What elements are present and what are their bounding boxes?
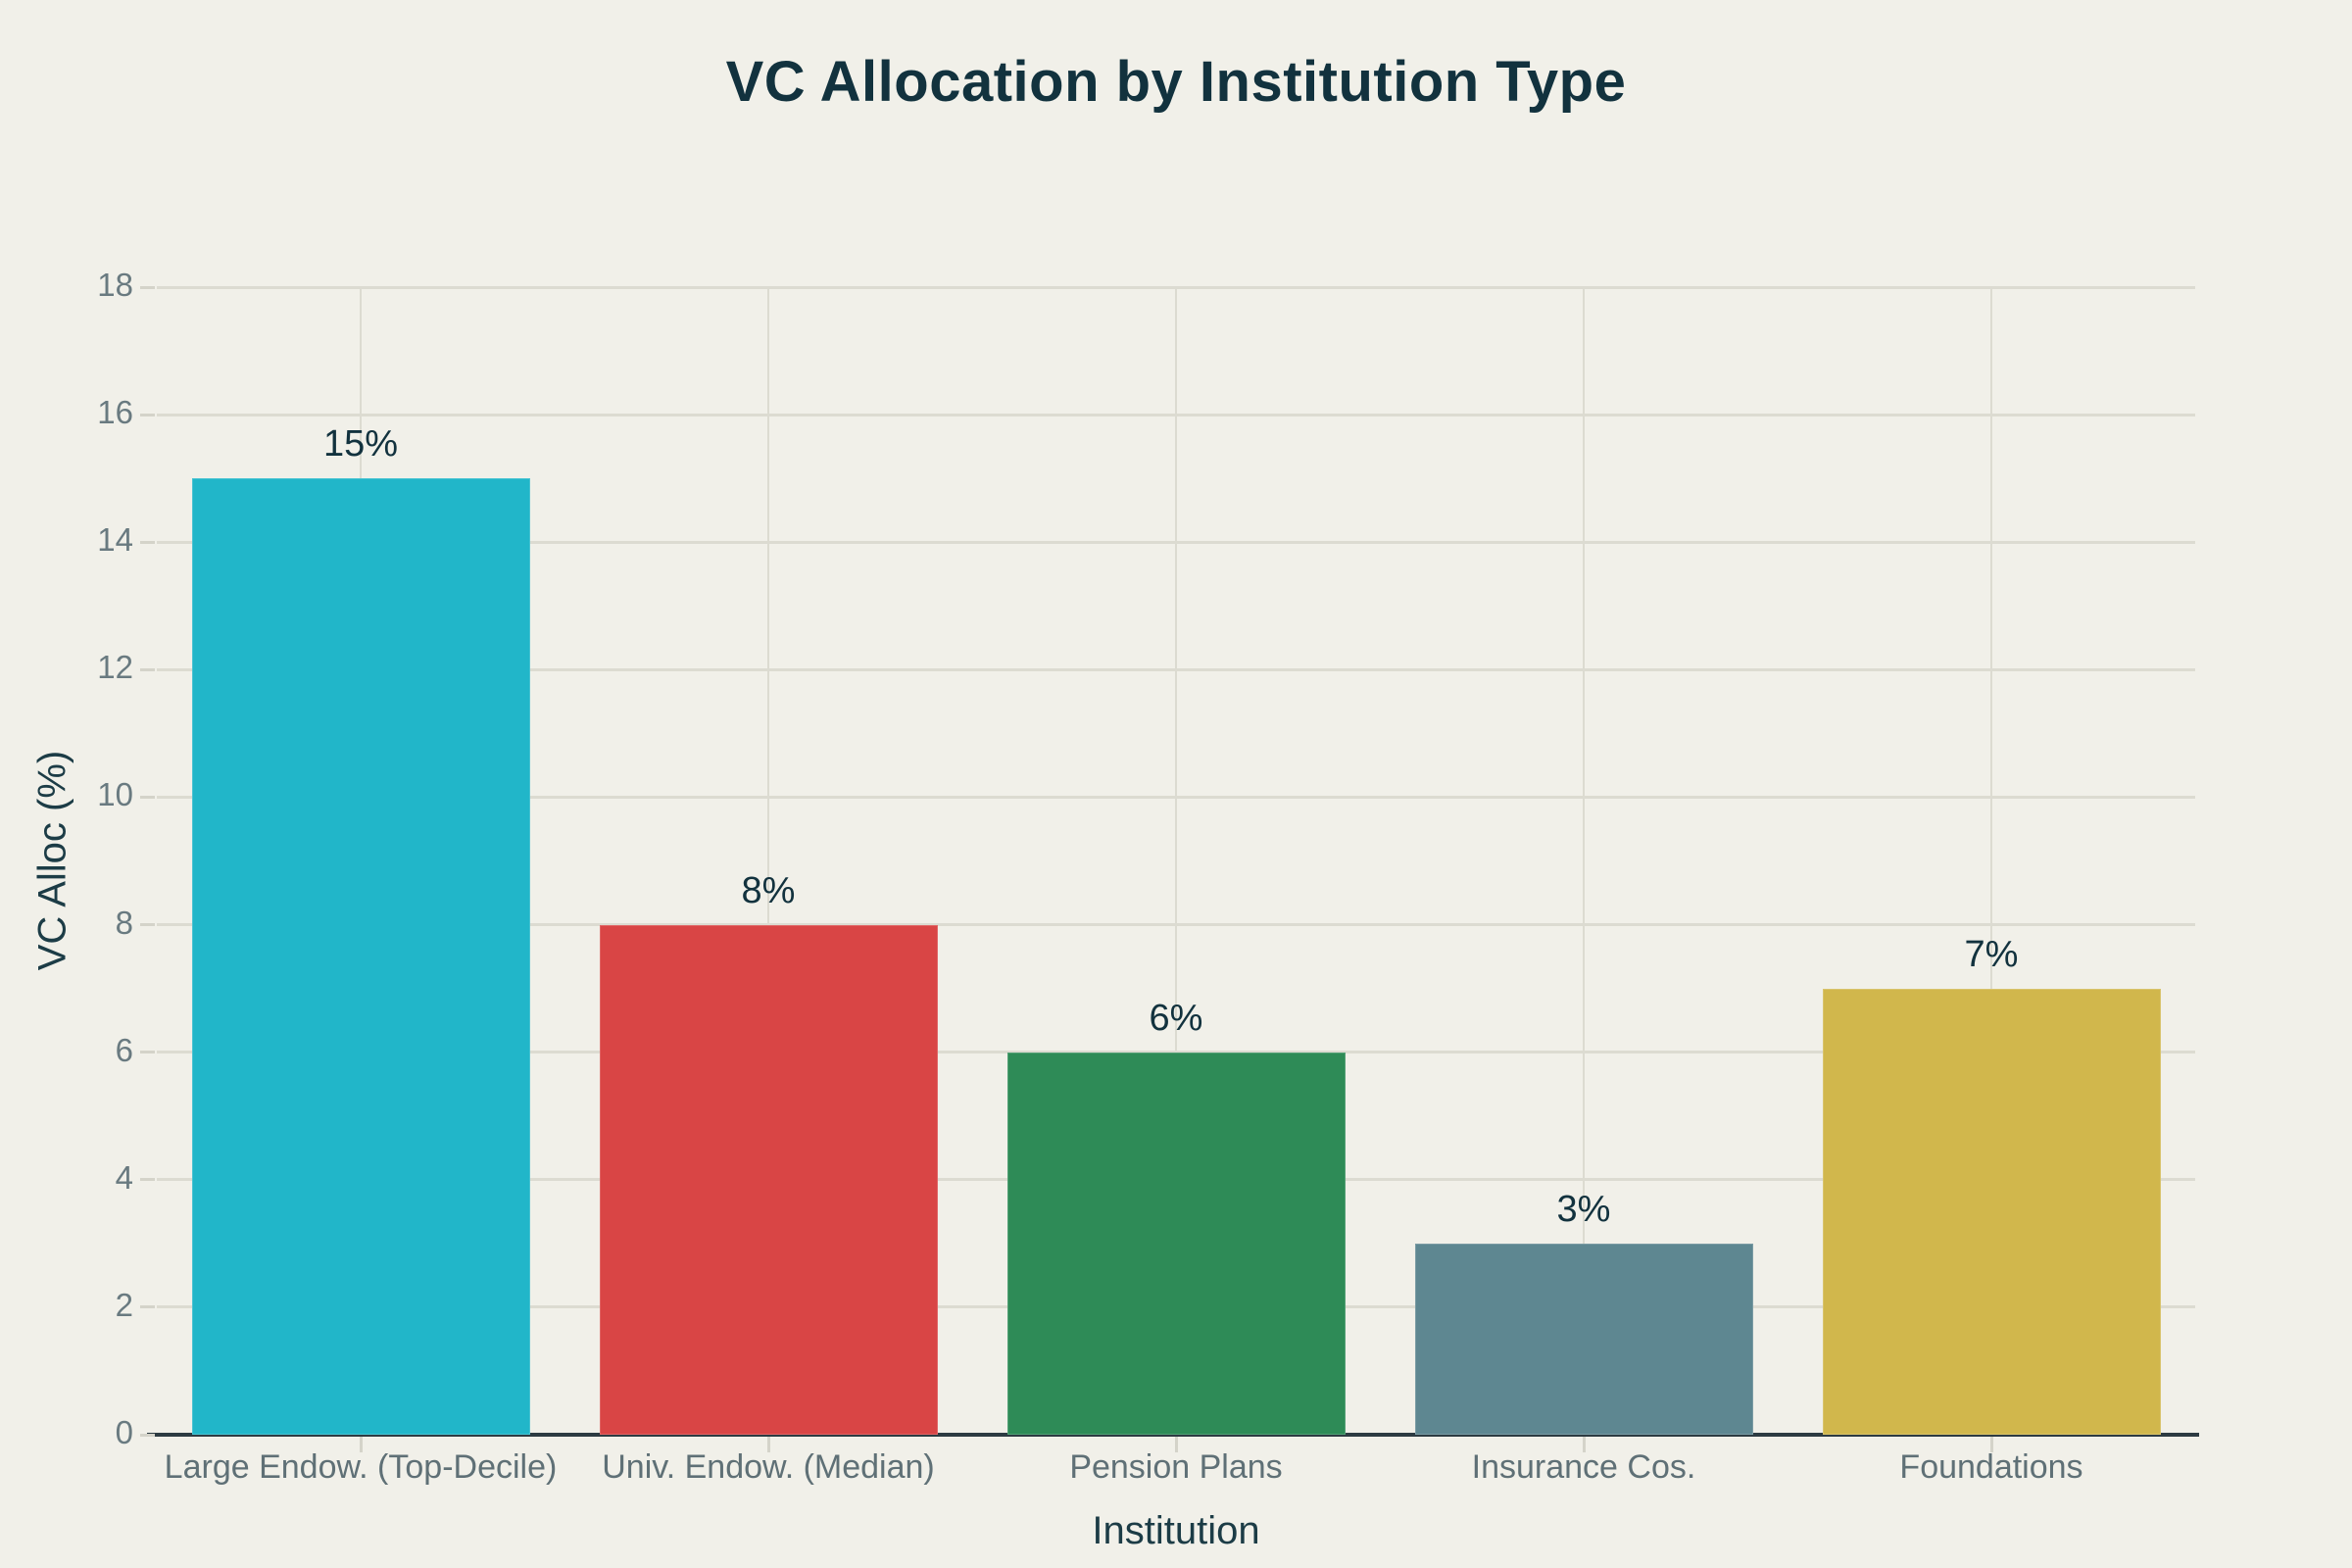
y-tick-mark-18: [140, 285, 155, 289]
y-tick-label-6: 6: [115, 1031, 133, 1068]
bar-value-label-univ-endow-median: 8%: [741, 869, 796, 911]
x-tick-mark-foundations: [1989, 1437, 1993, 1452]
x-tick-label-pension-plans: Pension Plans: [1069, 1448, 1283, 1486]
v-gridline-univ-endow-median: [767, 287, 769, 1435]
y-tick-mark-14: [140, 540, 155, 544]
x-tick-mark-univ-endow-median: [766, 1437, 770, 1452]
y-tick-label-10: 10: [97, 776, 133, 813]
x-tick-mark-large-endow-top-decile: [359, 1437, 363, 1452]
x-axis-title: Institution: [1092, 1509, 1260, 1552]
y-tick-label-0: 0: [115, 1414, 133, 1450]
y-tick-label-12: 12: [97, 649, 133, 686]
bar-value-label-pension-plans: 6%: [1149, 997, 1203, 1039]
y-tick-mark-16: [140, 413, 155, 416]
v-gridline-foundations: [1990, 287, 1992, 1435]
chart-title: VC Allocation by Institution Type: [725, 50, 1627, 114]
y-tick-mark-10: [140, 795, 155, 799]
bar-foundations: [1822, 988, 2161, 1435]
y-tick-label-2: 2: [115, 1286, 133, 1323]
y-tick-label-8: 8: [115, 904, 133, 941]
v-gridline-pension-plans: [1175, 287, 1177, 1435]
y-tick-mark-8: [140, 923, 155, 927]
x-tick-mark-pension-plans: [1174, 1437, 1178, 1452]
bar-univ-endow-median: [599, 924, 938, 1435]
x-tick-mark-insurance-cos: [1582, 1437, 1586, 1452]
bar-value-label-insurance-cos: 3%: [1556, 1188, 1611, 1230]
y-tick-label-4: 4: [115, 1158, 133, 1196]
bar-insurance-cos: [1414, 1243, 1753, 1435]
x-tick-label-insurance-cos: Insurance Cos.: [1471, 1448, 1696, 1486]
bar-value-label-large-endow-top-decile: 15%: [322, 423, 399, 466]
x-axis-line: [147, 1433, 2199, 1437]
y-tick-mark-2: [140, 1305, 155, 1309]
y-tick-mark-4: [140, 1178, 155, 1182]
x-tick-label-univ-endow-median: Univ. Endow. (Median): [602, 1448, 935, 1486]
y-tick-mark-6: [140, 1051, 155, 1054]
y-tick-mark-0: [140, 1433, 155, 1437]
bar-pension-plans: [1006, 1052, 1346, 1435]
x-tick-label-large-endow-top-decile: Large Endow. (Top-Decile): [164, 1448, 558, 1486]
y-tick-label-14: 14: [97, 521, 133, 559]
y-tick-mark-12: [140, 667, 155, 671]
x-tick-label-foundations: Foundations: [1899, 1448, 2083, 1486]
v-gridline-insurance-cos: [1583, 287, 1585, 1435]
bar-value-label-foundations: 7%: [1964, 933, 2019, 975]
bar-large-endow-top-decile: [191, 478, 530, 1435]
y-tick-label-18: 18: [97, 267, 133, 303]
y-tick-label-16: 16: [97, 394, 133, 431]
